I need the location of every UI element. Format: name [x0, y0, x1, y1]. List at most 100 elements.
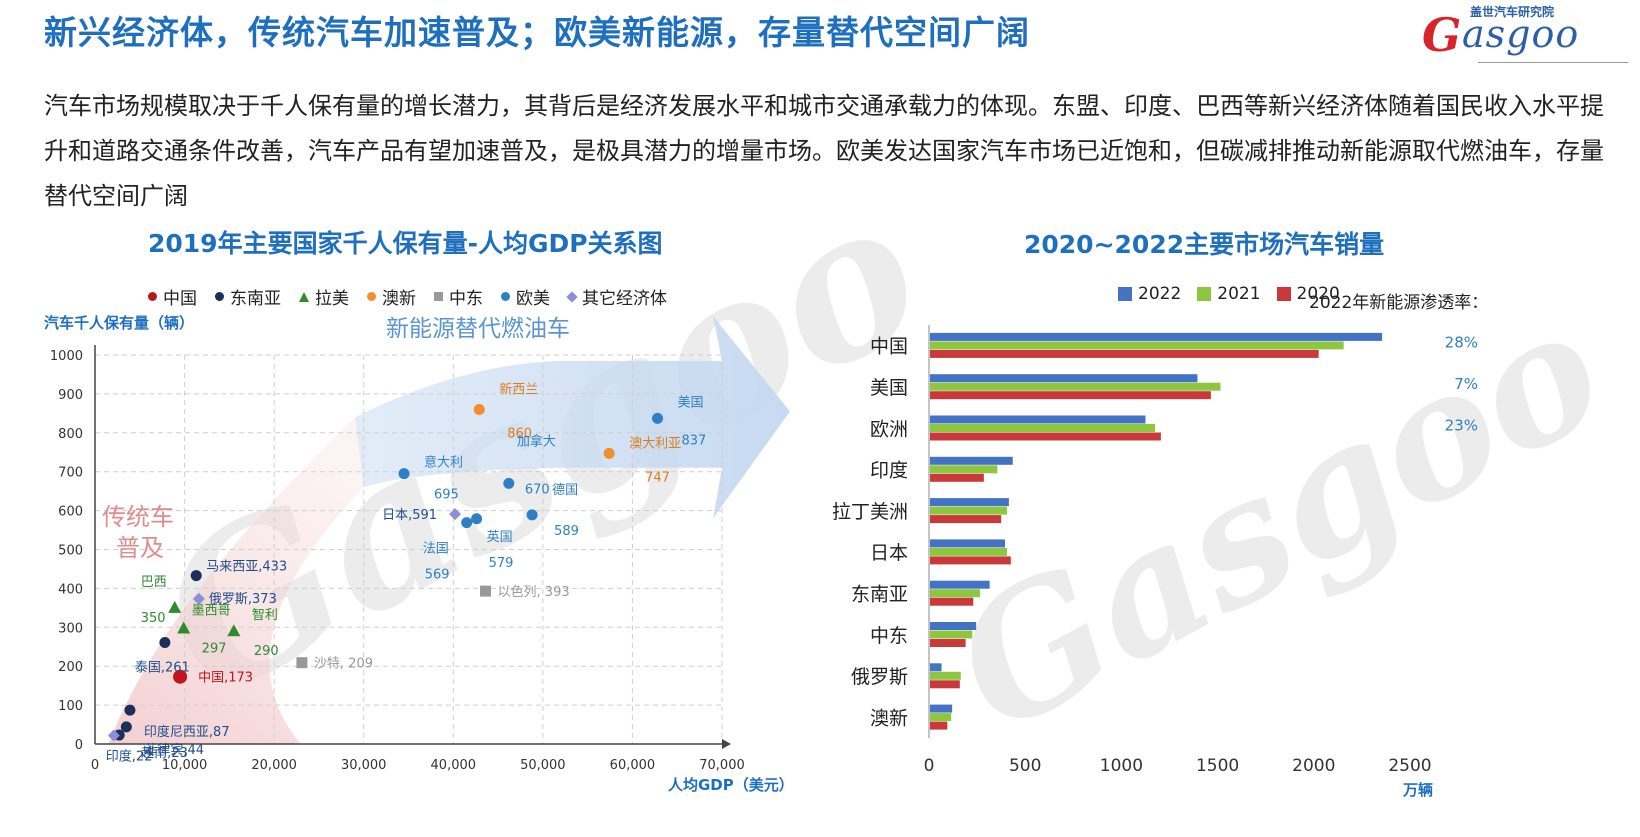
- traditional-growth-arrow: [108, 417, 364, 744]
- scatter-point-巴西: [168, 600, 182, 613]
- bar-澳新-2022: [930, 704, 953, 713]
- scatter-point-中国: [173, 669, 188, 684]
- gasgoo-logo: G 盖世汽车研究院 asgoo: [1422, 2, 1632, 68]
- legend-item-other: 其它经济体: [566, 284, 667, 309]
- point-label-越南: 越南,23: [141, 745, 188, 761]
- legend-label-other: 其它经济体: [582, 289, 667, 309]
- nev-replacement-arrow: [354, 316, 790, 519]
- bar-x-axis-title: 万辆: [1402, 781, 1433, 799]
- scatter-point-加拿大: [503, 477, 515, 489]
- legend-swatch-2021: [1197, 287, 1212, 301]
- point-label-意大利: 意大利: [424, 455, 463, 471]
- y-tick-label: 200: [58, 660, 83, 675]
- page-title: 新兴经济体，传统汽车加速普及；欧美新能源，存量替代空间广阔: [44, 13, 1030, 52]
- point-label-以色列: 以色列, 393: [498, 584, 570, 600]
- legend-label-2020: 2020: [1296, 284, 1340, 304]
- bar-x-tick-label: 0: [924, 756, 935, 776]
- point-label-智利: 智利: [252, 608, 278, 623]
- point-value-英国: 579: [489, 556, 514, 571]
- bar-category-label-拉丁美洲: 拉丁美洲: [832, 501, 908, 523]
- point-value-巴西: 350: [141, 611, 166, 626]
- legend-marker-oceania: [367, 292, 376, 301]
- point-value-德国: 589: [554, 524, 579, 539]
- bar-中国-2021: [930, 341, 1344, 350]
- bar-澳新-2020: [930, 721, 948, 730]
- scatter-point-以色列: [480, 585, 492, 597]
- bar-category-label-东南亚: 东南亚: [851, 583, 908, 605]
- point-label-印度: 印度,22: [106, 748, 153, 764]
- bar-印度-2021: [930, 465, 998, 474]
- y-tick-label: 700: [58, 466, 83, 481]
- bar-category-label-美国: 美国: [870, 377, 908, 399]
- bar-东南亚-2020: [930, 597, 974, 606]
- x-axis-title: 人均GDP（美元）: [668, 776, 794, 794]
- point-value-智利: 290: [254, 644, 279, 659]
- scatter-point-美国: [652, 412, 664, 424]
- bar-拉丁美洲-2022: [930, 498, 1009, 507]
- bar-chart: 0 500 1000 1500 2000 2500 万辆 中国美国欧洲印度拉丁美洲日本东南亚中…: [832, 325, 1478, 799]
- bar-美国-2020: [930, 391, 1211, 400]
- point-value-法国: 569: [425, 568, 450, 583]
- bar-x-tick-label: 500: [1009, 756, 1041, 776]
- bar-x-tick-label: 1500: [1196, 756, 1239, 776]
- legend-label-mideast: 中东: [449, 289, 483, 309]
- y-tick-label: 300: [58, 621, 83, 636]
- traditional-annotation-line2: 普及: [116, 534, 164, 562]
- nev-rate-中国: 28%: [1445, 334, 1478, 352]
- point-label-俄罗斯: 俄罗斯,373: [209, 592, 277, 607]
- legend-marker-china: [148, 292, 157, 301]
- bar-中东-2021: [930, 630, 973, 639]
- point-label-马来西亚: 马来西亚,433: [206, 560, 287, 575]
- x-tick-label: 30,000: [341, 758, 387, 773]
- point-label-菲律宾: 菲律宾,44: [144, 742, 204, 758]
- bar-印度-2020: [930, 473, 984, 482]
- x-tick-label: 70,000: [699, 758, 745, 773]
- legend-item-oceania: 澳新: [367, 284, 416, 309]
- scatter-point-印度: [107, 729, 120, 742]
- scatter-point-马来西亚: [190, 570, 202, 582]
- legend-label-asean: 东南亚: [230, 289, 281, 309]
- legend-swatch-2022: [1118, 287, 1132, 301]
- y-tick-label: 1000: [50, 349, 83, 364]
- bar-category-label-中东: 中东: [870, 625, 908, 647]
- bar-欧洲-2020: [930, 432, 1161, 441]
- nev-rate-heading: 2022年新能源渗透率：: [1309, 293, 1489, 313]
- bar-日本-2021: [930, 547, 1007, 556]
- legend-item-2021: 2021: [1197, 284, 1261, 304]
- legend-label-2022: 2022: [1138, 284, 1182, 304]
- bar-中东-2022: [930, 622, 977, 630]
- bar-俄罗斯-2022: [930, 663, 942, 672]
- point-label-沙特: 沙特, 209: [314, 657, 373, 672]
- scatter-point-英国: [471, 513, 483, 525]
- legend-item-2020: 2020: [1276, 284, 1340, 304]
- point-value-澳大利亚: 747: [645, 470, 670, 485]
- point-label-印度尼西亚: 印度尼西亚,87: [144, 724, 230, 740]
- legend-item-2022: 2022: [1118, 284, 1181, 304]
- x-tick-label: 20,000: [251, 758, 297, 773]
- x-tick-label: 10,000: [162, 758, 208, 773]
- point-label-日本: 日本,591: [382, 508, 437, 523]
- bar-legend: 2022 2021 2020: [1118, 284, 1340, 304]
- scatter-point-智利: [227, 624, 241, 637]
- scatter-point-意大利: [398, 468, 410, 480]
- scatter-plot: 0 100 200 300 400 500 600 700 800 900 1000 0 10,000 2…: [44, 314, 794, 794]
- nev-rate-美国: 7%: [1454, 375, 1478, 393]
- logo-underline: [1478, 62, 1628, 63]
- point-value-墨西哥: 297: [202, 641, 227, 656]
- bar-category-label-印度: 印度: [870, 460, 908, 482]
- scatter-point-菲律宾: [120, 721, 132, 733]
- point-label-中国: 中国,173: [198, 671, 253, 686]
- legend-swatch-2020: [1276, 287, 1291, 301]
- y-tick-label: 800: [58, 427, 83, 442]
- point-label-法国: 法国: [423, 542, 449, 557]
- x-tick-label: 0: [91, 758, 99, 773]
- point-label-澳大利亚: 澳大利亚: [629, 435, 681, 451]
- bar-东南亚-2022: [930, 580, 990, 589]
- scatter-point-沙特: [296, 657, 308, 669]
- bar-中国-2020: [930, 349, 1319, 358]
- legend-marker-latam: [299, 291, 309, 302]
- point-label-美国: 美国: [678, 395, 704, 410]
- y-tick-label: 100: [58, 699, 83, 714]
- bar-中东-2020: [930, 639, 966, 647]
